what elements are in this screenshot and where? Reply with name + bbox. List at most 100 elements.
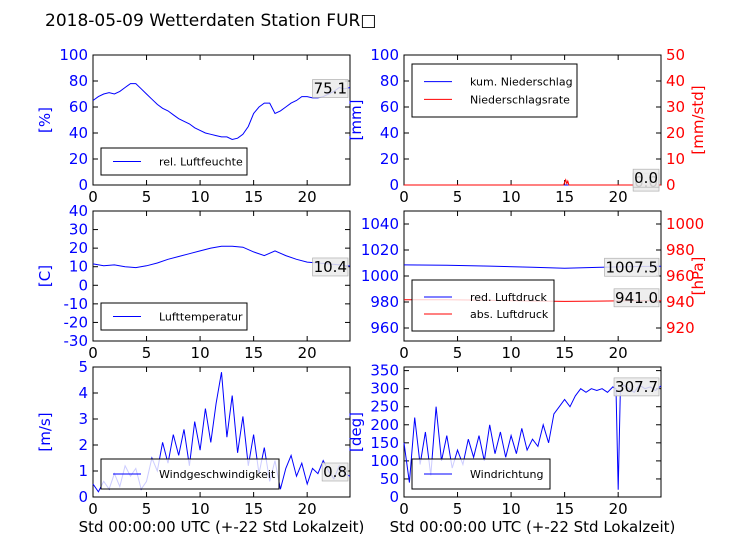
temperature-last-value-bg [312, 257, 349, 277]
pressure-last-value-2: 941.0 [615, 289, 658, 307]
temperature-xtick-label: 0 [88, 344, 98, 362]
precipitation-xtick-label: 5 [453, 188, 463, 206]
windspeed-xtick-label: 5 [142, 500, 152, 518]
winddirection-ytick-label: 250 [370, 398, 399, 416]
temperature-ytick-label: -10 [64, 295, 89, 313]
windspeed-xtick-label: 20 [298, 500, 317, 518]
temperature-xtick-label: 5 [142, 344, 152, 362]
pressure-xtick-label: 0 [399, 344, 409, 362]
temperature-legend-box [100, 302, 248, 331]
winddirection-ytick-label: 50 [380, 470, 399, 488]
humidity-ytick-label: 100 [59, 46, 88, 64]
pressure-xtick-label: 15 [555, 344, 574, 362]
winddirection-ytick-label: 200 [370, 416, 399, 434]
precipitation-ylabel: [mm] [347, 100, 365, 141]
temperature-xtick-label: 15 [244, 344, 263, 362]
winddirection-series-0-line [403, 384, 662, 490]
precipitation-ytick-label: 20 [380, 150, 399, 168]
precipitation-y2label: [mm/std] [689, 85, 707, 154]
windspeed-ytick-label: 1 [78, 462, 88, 480]
windspeed-xtick-label: 10 [191, 500, 210, 518]
precipitation-legend-box [411, 63, 578, 118]
humidity-ytick-label: 60 [69, 98, 88, 116]
pressure-y2tick-label: 1000 [666, 215, 704, 233]
pressure-last-value: 1007.5 [606, 258, 659, 276]
precipitation-xtick-label: 15 [555, 188, 574, 206]
winddirection-last-value-bg [613, 377, 660, 397]
pressure-legend-entry: abs. Luftdruck [470, 308, 549, 321]
pressure-xtick-label: 5 [453, 344, 463, 362]
winddirection-xtick-label: 15 [555, 500, 574, 518]
winddirection-xtick-label: 5 [453, 500, 463, 518]
figure-title: 2018-05-09 Wetterdaten Station FUR□ [45, 11, 376, 31]
pressure-ytick-label: 960 [370, 319, 399, 337]
humidity-ytick-label: 40 [69, 124, 88, 142]
temperature-xtick-label: 20 [298, 344, 317, 362]
winddirection-ytick-label: 0 [389, 488, 399, 506]
winddirection-ytick-label: 300 [370, 380, 399, 398]
pressure-ytick-label: 1040 [361, 215, 399, 233]
pressure-legend-entry: red. Luftdruck [470, 291, 547, 304]
pressure-y2tick-label: 920 [666, 319, 695, 337]
humidity-legend-box [100, 147, 248, 176]
temperature-xtick-label: 10 [191, 344, 210, 362]
precipitation-series-1-line [404, 178, 661, 186]
temperature-last-value: 10.4 [314, 258, 347, 276]
temperature-ytick-label: 20 [69, 239, 88, 257]
pressure-y2tick-label: 980 [666, 241, 695, 259]
temperature-ytick-label: -30 [64, 332, 89, 350]
precipitation-xtick-label: 20 [609, 188, 628, 206]
precipitation-last-value-2: 0.0 [634, 169, 658, 187]
precipitation-y2tick-label: 50 [666, 46, 685, 64]
precipitation-ytick-label: 40 [380, 124, 399, 142]
pressure-y2label: [hPa] [689, 257, 707, 296]
precipitation-y2tick-label: 0 [666, 176, 676, 194]
precipitation-y2tick-label: 10 [666, 150, 685, 168]
winddirection-ylabel: [deg] [347, 412, 365, 452]
pressure-y2tick-label: 940 [666, 293, 695, 311]
winddirection-xtick-label: 20 [609, 500, 628, 518]
winddirection-ytick-label: 350 [370, 362, 399, 380]
temperature-ytick-label: -20 [64, 313, 89, 331]
windspeed-last-value-bg [321, 462, 349, 482]
windspeed-ytick-label: 2 [78, 436, 88, 454]
precipitation-y2tick-label: 20 [666, 124, 685, 142]
temperature-ylabel: [C] [36, 265, 54, 287]
windspeed-ytick-label: 0 [78, 488, 88, 506]
windspeed-legend-entry: Windgeschwindigkeit [159, 468, 276, 481]
humidity-xtick-label: 5 [142, 188, 152, 206]
humidity-ytick-label: 80 [69, 72, 88, 90]
humidity-ytick-label: 20 [69, 150, 88, 168]
winddirection-legend-entry: Windrichtung [470, 468, 543, 481]
winddirection-ytick-label: 100 [370, 452, 399, 470]
temperature-ytick-label: 30 [69, 221, 88, 239]
windspeed-xtick-label: 15 [244, 500, 263, 518]
windspeed-ytick-label: 5 [78, 358, 88, 376]
precipitation-last-value-2-bg [632, 168, 660, 188]
pressure-ytick-label: 1020 [361, 241, 399, 259]
windspeed-ylabel: [m/s] [36, 412, 54, 451]
precipitation-ytick-label: 0 [389, 176, 399, 194]
windspeed-xtick-label: 0 [88, 500, 98, 518]
windspeed-ytick-label: 4 [78, 384, 88, 402]
windspeed-xlabel: Std 00:00:00 UTC (+-22 Std Lokalzeit) [79, 518, 365, 536]
pressure-legend-box [411, 279, 555, 332]
winddirection-ytick-label: 150 [370, 434, 399, 452]
precipitation-xtick-label: 10 [502, 188, 521, 206]
humidity-last-value-bg [312, 79, 349, 98]
winddirection-xtick-label: 10 [502, 500, 521, 518]
temperature-legend-entry: Lufttemperatur [159, 311, 243, 324]
temperature-series-0-line [92, 245, 351, 269]
precipitation-legend-entry: Niederschlagsrate [470, 93, 570, 106]
humidity-ytick-label: 0 [78, 176, 88, 194]
winddirection-last-value: 307.7 [615, 378, 658, 396]
temperature-ytick-label: 10 [69, 258, 88, 276]
humidity-ylabel: [%] [36, 107, 54, 133]
winddirection-xtick-label: 0 [399, 500, 409, 518]
temperature-ytick-label: 40 [69, 202, 88, 220]
humidity-legend-entry: rel. Luftfeuchte [159, 156, 243, 169]
temperature-ytick-label: 0 [78, 276, 88, 294]
pressure-last-value-2-bg [613, 288, 660, 308]
windspeed-last-value: 0.8 [323, 463, 347, 481]
